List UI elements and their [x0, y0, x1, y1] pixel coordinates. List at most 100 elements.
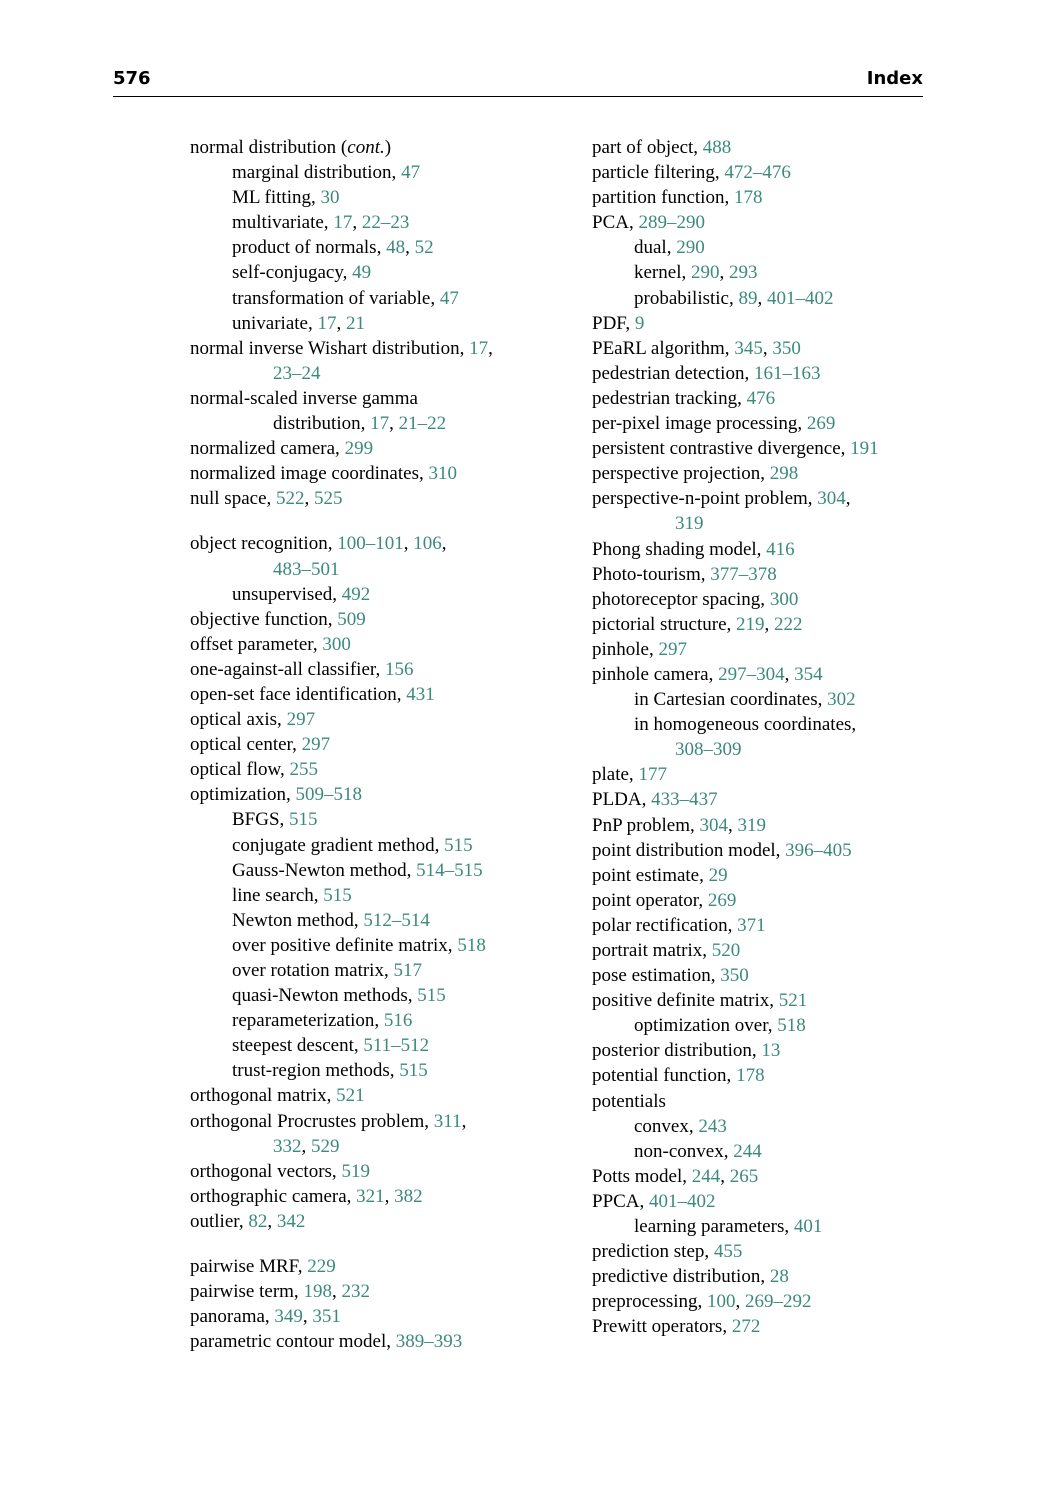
page-reference-link[interactable]: 289–290	[638, 212, 705, 234]
page-reference-link[interactable]: 229	[307, 1256, 336, 1278]
page-reference-link[interactable]: 401–402	[649, 1190, 716, 1212]
page-reference-link[interactable]: 521	[336, 1085, 365, 1107]
page-reference-link[interactable]: 350	[720, 965, 749, 987]
page-reference-link[interactable]: 89	[738, 287, 758, 309]
page-reference-link[interactable]: 300	[322, 633, 351, 655]
page-reference-link[interactable]: 29	[708, 864, 728, 886]
page-reference-link[interactable]: 47	[439, 287, 459, 309]
page-reference-link[interactable]: 290	[690, 262, 720, 284]
page-reference-link[interactable]: 345	[734, 337, 763, 359]
page-reference-link[interactable]: 269–292	[745, 1291, 812, 1313]
page-reference-link[interactable]: 304	[699, 814, 729, 836]
page-reference-link[interactable]: 321	[356, 1185, 385, 1207]
page-reference-link[interactable]: 509	[337, 608, 366, 630]
page-reference-link[interactable]: 476	[746, 387, 776, 409]
page-reference-link[interactable]: 298	[769, 463, 799, 485]
page-reference-link[interactable]: 244	[733, 1140, 762, 1162]
page-reference-link[interactable]: 509–518	[295, 784, 363, 806]
page-reference-link[interactable]: 178	[733, 187, 763, 209]
page-reference-link[interactable]: 297	[301, 734, 331, 756]
page-reference-link[interactable]: 472–476	[724, 162, 791, 184]
page-reference-link[interactable]: 514–515	[416, 859, 483, 881]
page-reference-link[interactable]: 516	[383, 1010, 413, 1032]
page-reference-link[interactable]: 232	[341, 1281, 370, 1303]
page-reference-link[interactable]: 389–393	[395, 1331, 463, 1353]
page-reference-link[interactable]: 297	[286, 709, 316, 731]
page-reference-link[interactable]: 82	[248, 1210, 268, 1232]
page-reference-link[interactable]: 354	[794, 663, 823, 685]
page-reference-link[interactable]: 255	[289, 759, 319, 781]
page-reference-link[interactable]: 311	[433, 1110, 462, 1132]
page-reference-link[interactable]: 377–378	[710, 563, 777, 585]
page-reference-link[interactable]: 300	[769, 588, 799, 610]
page-reference-link[interactable]: 525	[314, 488, 343, 510]
page-reference-link[interactable]: 519	[341, 1160, 370, 1182]
page-reference-link[interactable]: 401–402	[766, 287, 834, 309]
page-reference-link[interactable]: 483–501	[273, 558, 340, 580]
page-reference-link[interactable]: 431	[406, 683, 435, 705]
page-reference-link[interactable]: 222	[774, 613, 803, 635]
page-reference-link[interactable]: 244	[691, 1165, 721, 1187]
page-reference-link[interactable]: 52	[414, 237, 434, 259]
page-reference-link[interactable]: 272	[731, 1316, 761, 1338]
page-reference-link[interactable]: 515	[289, 809, 318, 831]
page-reference-link[interactable]: 396–405	[785, 839, 852, 861]
page-reference-link[interactable]: 156	[384, 658, 414, 680]
page-reference-link[interactable]: 178	[736, 1065, 765, 1087]
page-reference-link[interactable]: 30	[320, 187, 340, 209]
page-reference-link[interactable]: 304	[817, 488, 846, 510]
page-reference-link[interactable]: 382	[394, 1185, 423, 1207]
page-reference-link[interactable]: 518	[457, 934, 486, 956]
page-reference-link[interactable]: 297–304	[718, 663, 785, 685]
page-reference-link[interactable]: 243	[698, 1115, 727, 1137]
page-reference-link[interactable]: 48	[386, 237, 406, 259]
page-reference-link[interactable]: 177	[638, 764, 667, 786]
page-reference-link[interactable]: 302	[827, 689, 856, 711]
page-reference-link[interactable]: 522	[276, 488, 305, 510]
page-reference-link[interactable]: 515	[417, 985, 446, 1007]
page-reference-link[interactable]: 518	[777, 1015, 806, 1037]
page-reference-link[interactable]: 308–309	[675, 739, 742, 761]
page-reference-link[interactable]: 198	[303, 1281, 332, 1303]
page-reference-link[interactable]: 512–514	[363, 909, 430, 931]
page-reference-link[interactable]: 293	[728, 262, 758, 284]
page-reference-link[interactable]: 433–437	[651, 789, 718, 811]
page-reference-link[interactable]: 23–24	[273, 362, 321, 384]
page-reference-link[interactable]: 28	[769, 1266, 789, 1288]
page-reference-link[interactable]: 529	[311, 1135, 340, 1157]
page-reference-link[interactable]: 332	[273, 1135, 302, 1157]
page-reference-link[interactable]: 49	[352, 262, 372, 284]
page-reference-link[interactable]: 106	[413, 533, 442, 555]
page-reference-link[interactable]: 17	[317, 312, 337, 334]
page-reference-link[interactable]: 21	[345, 312, 365, 334]
page-reference-link[interactable]: 17	[333, 212, 353, 234]
page-reference-link[interactable]: 17	[469, 337, 489, 359]
page-reference-link[interactable]: 515	[323, 884, 352, 906]
page-reference-link[interactable]: 520	[711, 940, 741, 961]
page-reference-link[interactable]: 319	[737, 814, 767, 836]
page-reference-link[interactable]: 310	[428, 463, 457, 485]
page-reference-link[interactable]: 371	[737, 914, 766, 936]
page-reference-link[interactable]: 191	[850, 438, 879, 460]
page-reference-link[interactable]: 269	[806, 413, 836, 435]
page-reference-link[interactable]: 319	[675, 513, 704, 535]
page-reference-link[interactable]: 299	[344, 438, 374, 460]
page-reference-link[interactable]: 349	[274, 1306, 303, 1328]
page-reference-link[interactable]: 269	[707, 889, 737, 911]
page-reference-link[interactable]: 342	[276, 1210, 306, 1232]
page-reference-link[interactable]: 488	[702, 137, 732, 158]
page-reference-link[interactable]: 161–163	[753, 362, 821, 384]
page-reference-link[interactable]: 492	[341, 583, 371, 605]
page-reference-link[interactable]: 47	[401, 162, 421, 184]
page-reference-link[interactable]: 13	[761, 1040, 781, 1062]
page-reference-link[interactable]: 219	[736, 613, 765, 635]
page-reference-link[interactable]: 17	[370, 413, 390, 435]
page-reference-link[interactable]: 515	[444, 834, 473, 856]
page-reference-link[interactable]: 401	[793, 1216, 823, 1238]
page-reference-link[interactable]: 100–101	[337, 533, 404, 555]
page-reference-link[interactable]: 517	[393, 960, 422, 981]
page-reference-link[interactable]: 265	[729, 1165, 759, 1187]
page-reference-link[interactable]: 511–512	[363, 1035, 430, 1057]
page-reference-link[interactable]: 416	[766, 538, 795, 560]
page-reference-link[interactable]: 455	[713, 1241, 743, 1263]
